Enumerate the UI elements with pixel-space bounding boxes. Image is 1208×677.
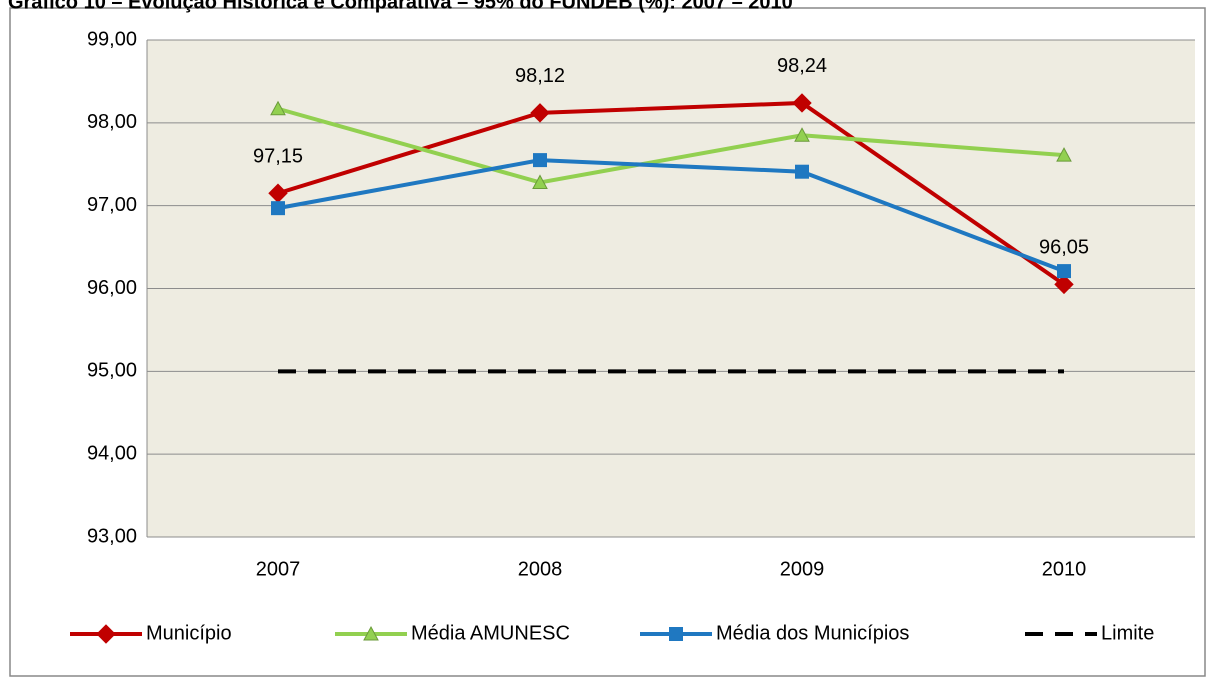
legend-label: Limite [1101,622,1154,644]
legend-label: Média dos Municípios [716,622,909,644]
marker [96,624,116,644]
y-tick-label: 97,00 [87,194,137,216]
legend-label: Município [146,622,232,644]
marker [669,627,683,641]
y-tick-label: 99,00 [87,28,137,50]
marker [1054,274,1074,295]
chart-title: Gráfico 10 – Evolução Histórica e Compar… [8,0,793,13]
y-tick-label: 98,00 [87,111,137,133]
marker [1057,264,1071,279]
series-line [277,106,1065,185]
marker [271,201,285,216]
x-tick-label: 2009 [780,558,825,580]
y-tick-label: 96,00 [87,277,137,299]
y-tick-label: 93,00 [87,525,137,547]
marker [530,103,550,123]
marker [270,100,286,116]
x-tick-label: 2008 [518,558,563,580]
marker [795,164,809,179]
data-label: 97,15 [253,146,303,168]
legend-label: Média AMUNESC [411,622,570,644]
marker [1056,147,1072,162]
marker [363,625,379,641]
data-label: 98,24 [777,55,827,77]
marker [532,174,548,189]
y-tick-label: 94,00 [87,442,137,464]
x-tick-label: 2010 [1042,558,1087,580]
series-line [277,100,1066,287]
marker [792,93,812,113]
data-label: 98,12 [515,65,565,87]
marker [533,153,547,168]
marker [794,127,810,142]
x-tick-label: 2007 [256,558,301,580]
data-label: 96,05 [1039,237,1089,259]
y-tick-label: 95,00 [87,360,137,382]
series-line [277,158,1065,273]
